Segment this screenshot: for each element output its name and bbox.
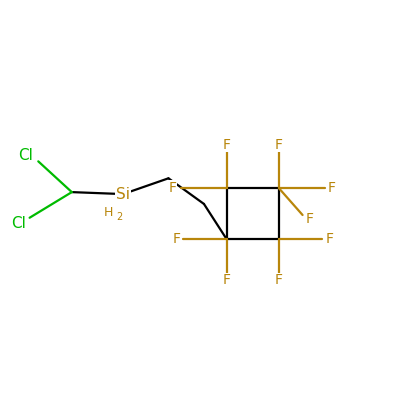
- Text: F: F: [172, 232, 180, 246]
- Text: F: F: [168, 181, 176, 195]
- Text: Cl: Cl: [18, 148, 33, 163]
- Text: 2: 2: [116, 212, 123, 222]
- Text: H: H: [104, 206, 113, 219]
- Text: F: F: [223, 138, 231, 152]
- Text: F: F: [325, 232, 333, 246]
- Text: F: F: [223, 274, 231, 288]
- Text: F: F: [306, 212, 314, 226]
- Text: F: F: [275, 274, 283, 288]
- Text: F: F: [275, 138, 283, 152]
- Text: Cl: Cl: [11, 216, 26, 231]
- Text: F: F: [328, 181, 336, 195]
- Text: Si: Si: [116, 186, 130, 202]
